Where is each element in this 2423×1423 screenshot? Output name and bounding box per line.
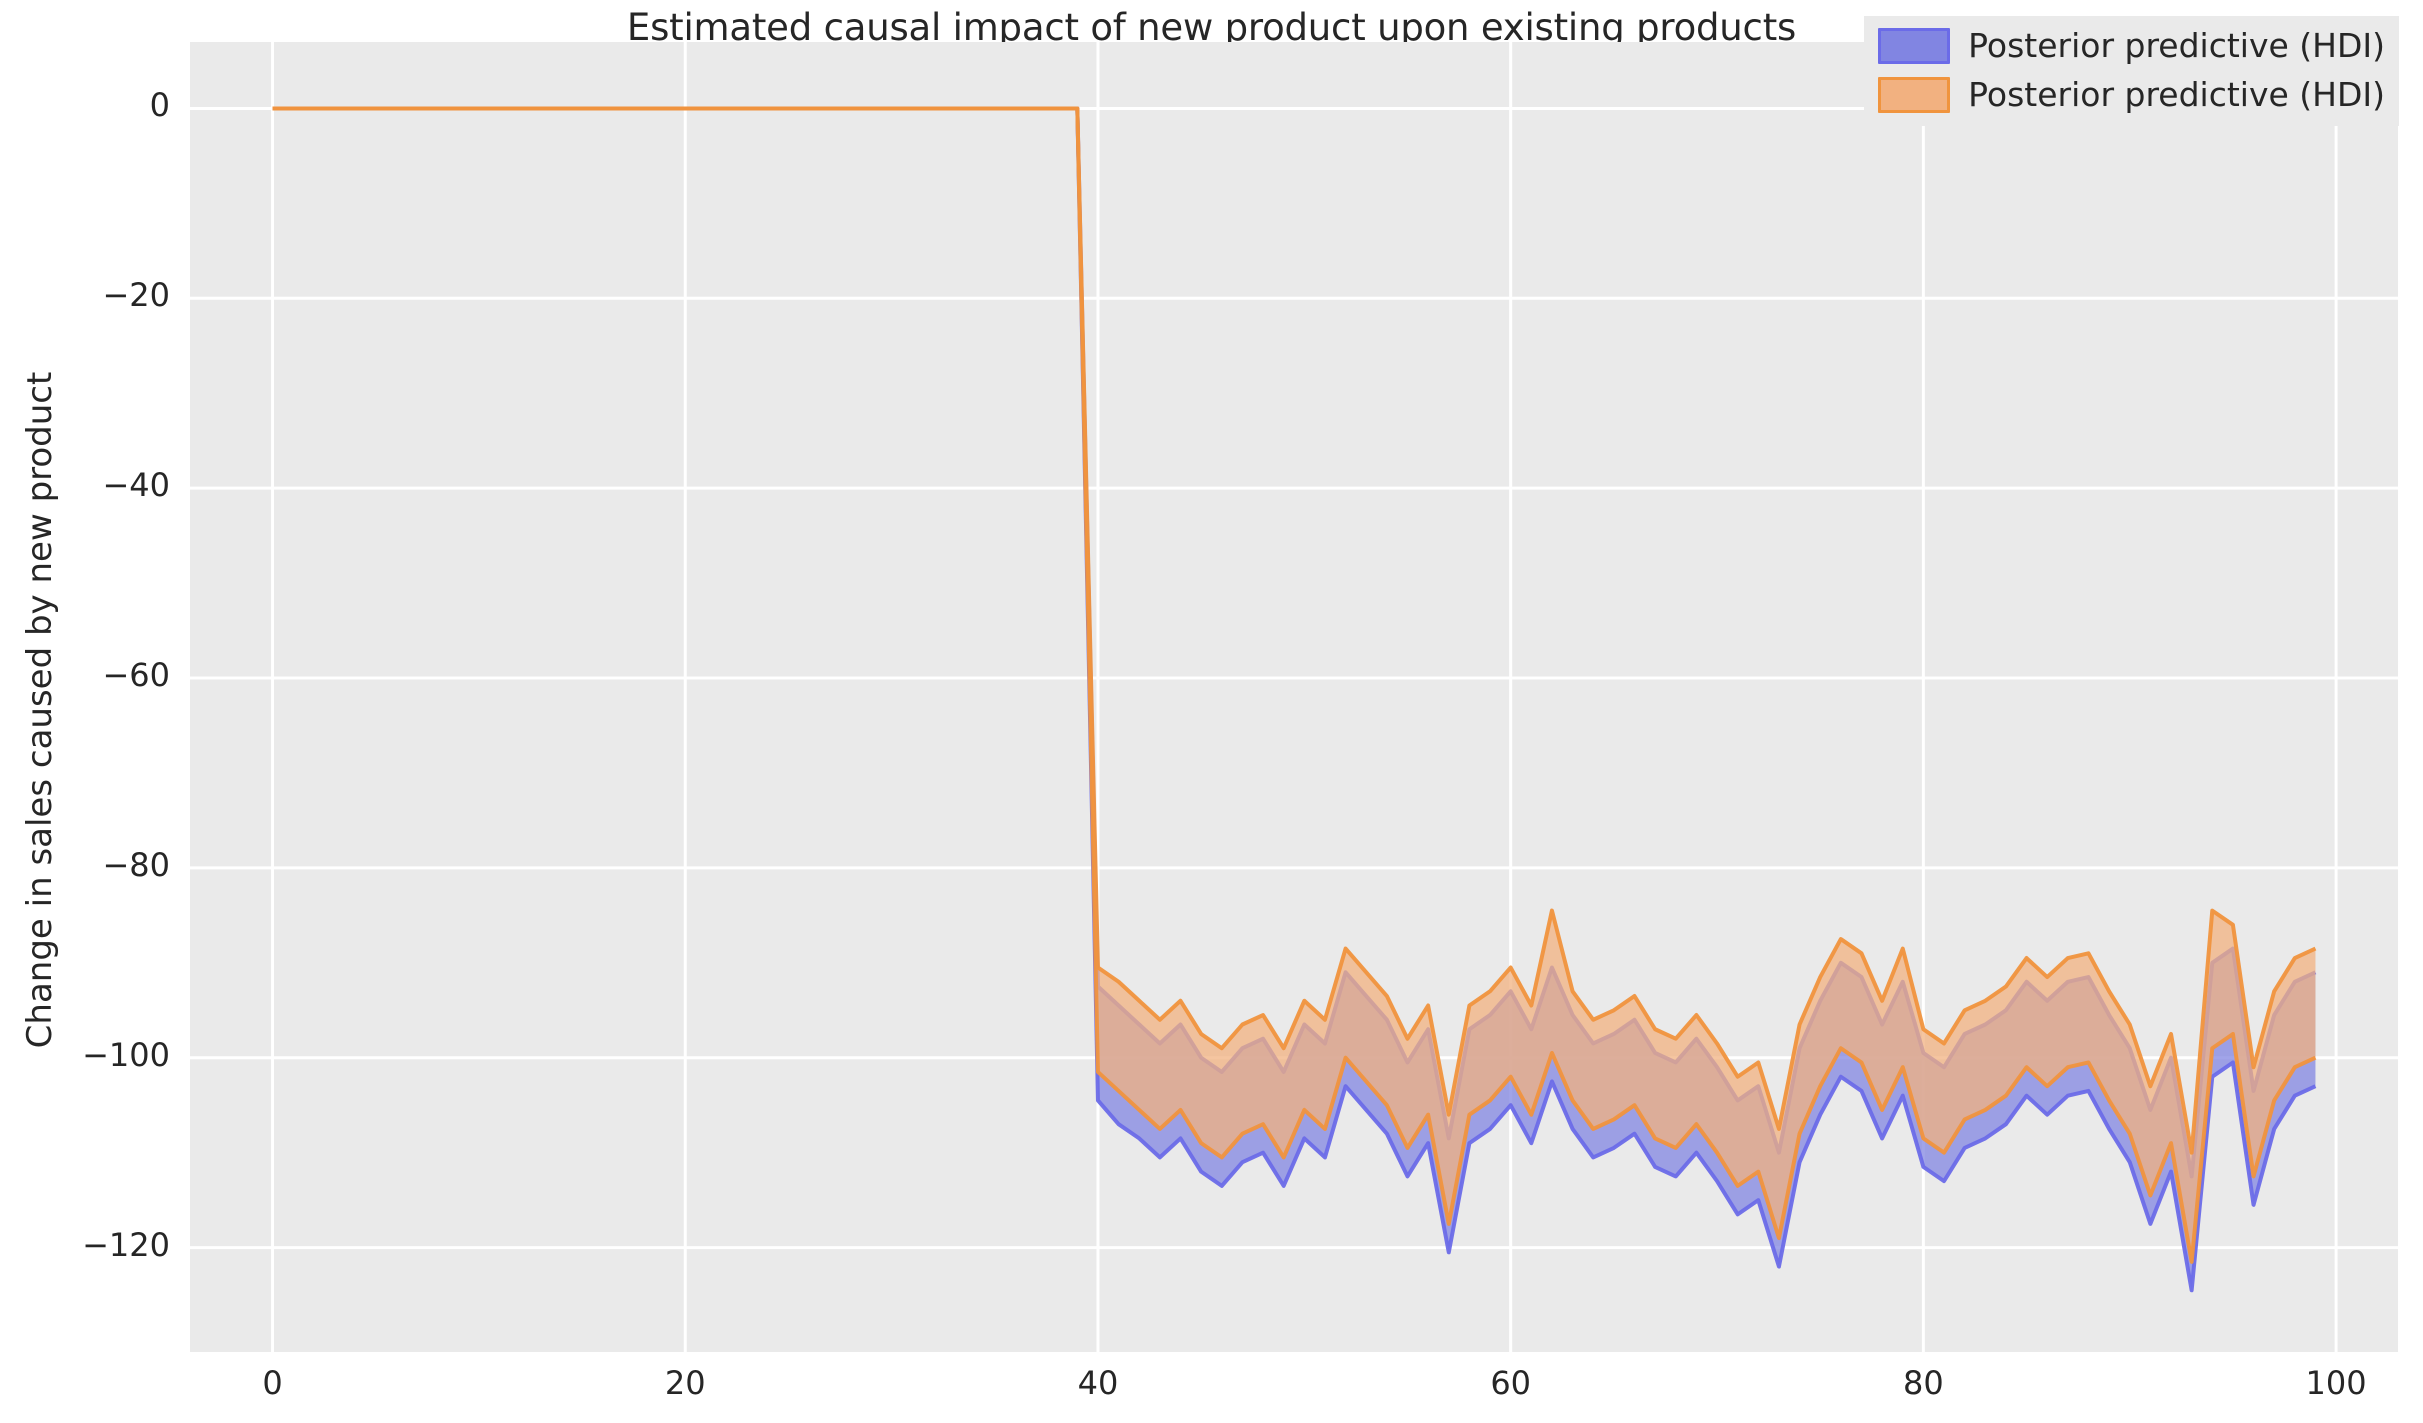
x-tick-label: 20 [664,1364,706,1402]
hdi-band-fill [272,108,2316,1262]
y-tick-label: −60 [102,656,170,694]
plot-area [190,42,2398,1352]
x-tick-label: 0 [262,1364,283,1402]
legend-label: Posterior predictive (HDI) [1968,26,2385,65]
legend: Posterior predictive (HDI) Posterior pred… [1864,16,2399,126]
plot-svg [190,42,2398,1352]
x-tick-label: 80 [1903,1364,1944,1402]
legend-swatch-icon [1878,76,1951,113]
y-tick-label: −100 [82,1035,170,1074]
legend-item[interactable]: Posterior predictive (HDI) [1878,26,2385,65]
chart-title: Estimated causal impact of new product u… [626,6,1797,49]
y-tick-label: −80 [102,845,170,884]
y-tick-label: −40 [102,466,170,505]
legend-item[interactable]: Posterior predictive (HDI) [1878,75,2385,114]
x-tick-label: 60 [1490,1364,1532,1402]
y-tick-label: −120 [82,1225,170,1264]
x-tick-label: 100 [2305,1364,2367,1402]
hdi-band-2 [272,106,2317,1264]
legend-swatch-icon [1878,27,1951,64]
hdi-band-lower-edge [272,106,2317,1264]
y-tick-label: 0 [149,86,170,125]
y-axis-label: Change in sales caused by new product [20,371,60,1049]
legend-label: Posterior predictive (HDI) [1968,75,2385,114]
x-tick-label: 40 [1077,1364,1119,1402]
y-tick-label: −20 [102,276,170,315]
